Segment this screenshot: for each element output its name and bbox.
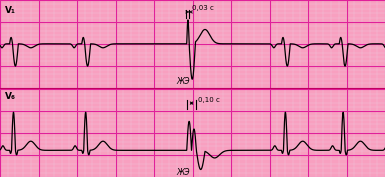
Text: V₁: V₁: [5, 6, 15, 15]
Text: ЖЭ: ЖЭ: [176, 168, 190, 177]
Text: 0,10 с: 0,10 с: [198, 97, 220, 103]
Text: V₆: V₆: [5, 92, 16, 101]
Text: ЖЭ: ЖЭ: [176, 77, 190, 86]
Text: 0,03 с: 0,03 с: [192, 5, 214, 11]
